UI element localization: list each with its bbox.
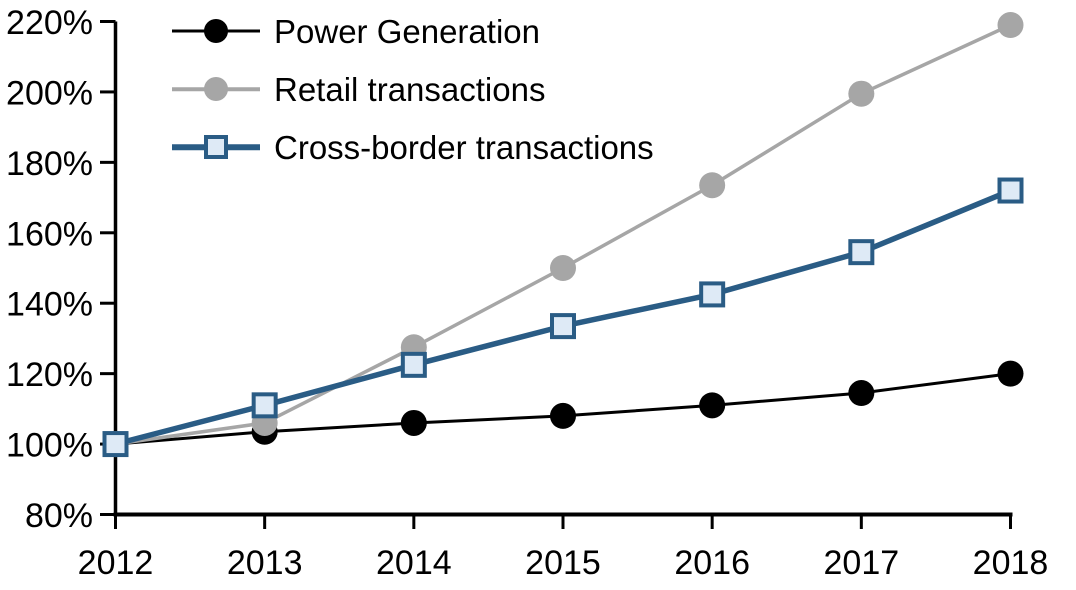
x-axis-tick-label: 2014	[376, 544, 452, 582]
circle-marker-icon	[204, 77, 228, 101]
legend-sample	[172, 74, 260, 104]
data-point-marker	[848, 80, 875, 107]
y-axis-tick-label: 200%	[6, 74, 93, 112]
legend: Power Generation Retail transactions Cro…	[172, 12, 654, 186]
data-point-marker	[550, 313, 576, 340]
data-point-marker	[699, 281, 726, 308]
circle-marker-icon	[204, 19, 228, 43]
legend-label: Power Generation	[274, 12, 540, 50]
legend-item-retail-transactions: Retail transactions	[172, 70, 654, 108]
data-point-marker	[848, 380, 875, 407]
y-axis-tick-label: 120%	[6, 356, 93, 394]
data-point-marker	[997, 12, 1024, 39]
legend-sample	[172, 16, 260, 46]
legend-item-power-generation: Power Generation	[172, 12, 654, 50]
x-axis-tick-label: 2012	[78, 544, 154, 582]
x-axis-tick-label: 2016	[674, 544, 750, 582]
data-point-marker	[699, 392, 726, 419]
y-axis-tick-label: 100%	[6, 427, 93, 465]
data-point-marker	[400, 351, 427, 378]
data-point-marker	[102, 431, 129, 458]
data-point-marker	[848, 239, 875, 266]
x-axis-tick-label: 2017	[824, 544, 900, 582]
data-point-marker	[997, 360, 1024, 387]
y-axis-tick-label: 140%	[6, 286, 93, 324]
y-axis-tick-label: 80%	[25, 497, 93, 535]
x-axis-tick-label: 2013	[227, 544, 303, 582]
y-axis-tick-label: 180%	[6, 145, 93, 183]
data-point-marker	[550, 402, 576, 429]
data-point-marker	[251, 392, 278, 419]
y-axis-tick-label: 160%	[6, 215, 93, 253]
y-axis-tick-label: 220%	[6, 4, 93, 42]
data-point-marker	[550, 255, 576, 281]
legend-label: Cross-border transactions	[274, 128, 654, 166]
legend-sample	[172, 132, 260, 162]
x-axis-tick-label: 2018	[973, 544, 1049, 582]
data-point-marker	[997, 177, 1024, 204]
data-point-marker	[400, 409, 427, 436]
legend-label: Retail transactions	[274, 70, 546, 108]
x-axis-tick-label: 2015	[525, 544, 601, 582]
legend-item-cross-border-transactions: Cross-border transactions	[172, 128, 654, 166]
square-marker-icon	[204, 135, 228, 159]
data-point-marker	[699, 172, 726, 199]
